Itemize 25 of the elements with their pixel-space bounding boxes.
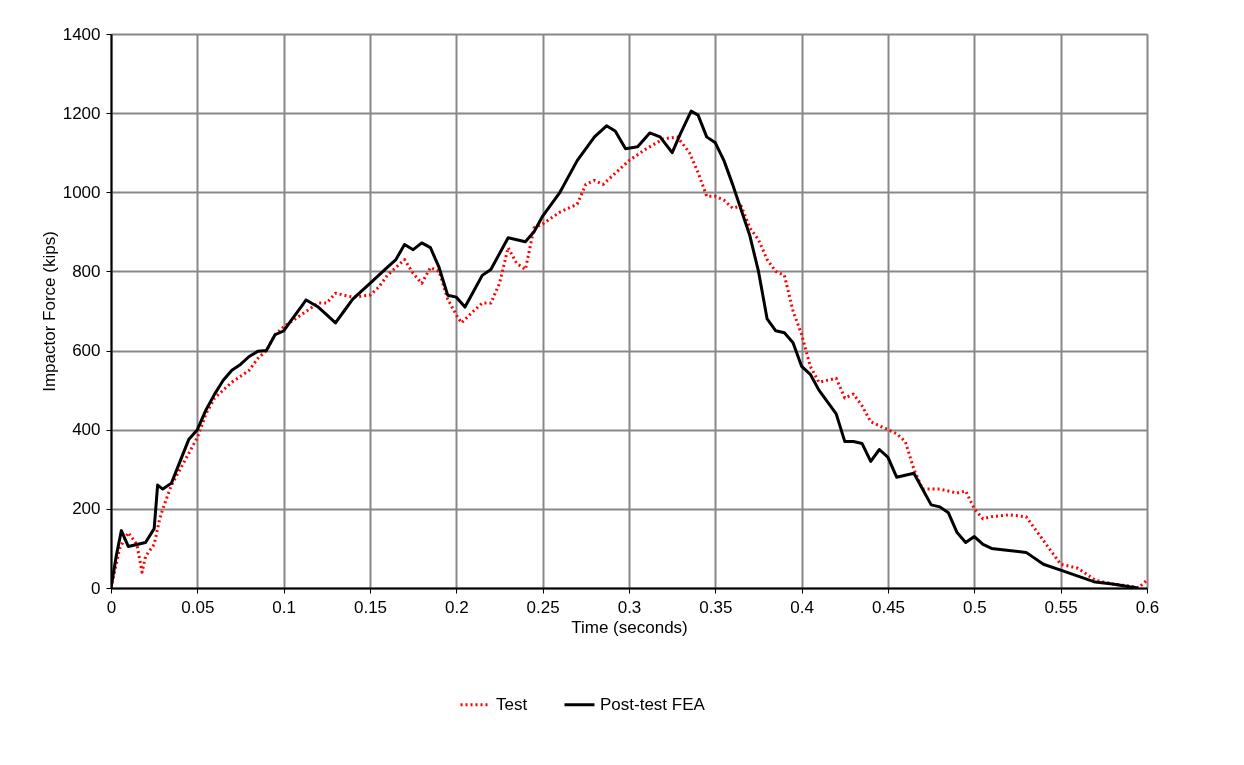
x-tick-label: 0.1 (272, 597, 296, 617)
x-axis-title: Time (seconds) (571, 617, 688, 637)
y-tick-label: 200 (72, 499, 101, 519)
y-axis-title: Impactor Force (kips) (39, 231, 59, 392)
y-tick-label: 400 (72, 420, 101, 440)
x-tick-label: 0.6 (1135, 597, 1160, 617)
x-tick-label: 0.5 (963, 597, 987, 617)
x-tick-label: 0 (106, 597, 117, 617)
legend-label: Test (496, 694, 528, 714)
x-tick-label: 0.25 (526, 597, 560, 617)
x-tick-label: 0.35 (699, 597, 733, 617)
x-tick-label: 0.2 (445, 597, 469, 617)
legend-label: Post-test FEA (600, 694, 706, 714)
x-tick-label: 0.3 (617, 597, 642, 617)
x-tick-label: 0.15 (353, 597, 388, 617)
y-tick-label: 600 (72, 341, 101, 361)
y-tick-label: 800 (72, 261, 101, 281)
x-tick-label: 0.45 (871, 597, 906, 617)
x-tick-label: 0.55 (1044, 597, 1078, 617)
x-tick-label: 0.05 (181, 597, 215, 617)
y-tick-label: 0 (91, 578, 101, 598)
y-tick-label: 1200 (62, 103, 101, 123)
x-tick-label: 0.4 (790, 597, 814, 617)
y-tick-label: 1000 (62, 182, 101, 202)
y-tick-label: 1400 (62, 24, 101, 44)
